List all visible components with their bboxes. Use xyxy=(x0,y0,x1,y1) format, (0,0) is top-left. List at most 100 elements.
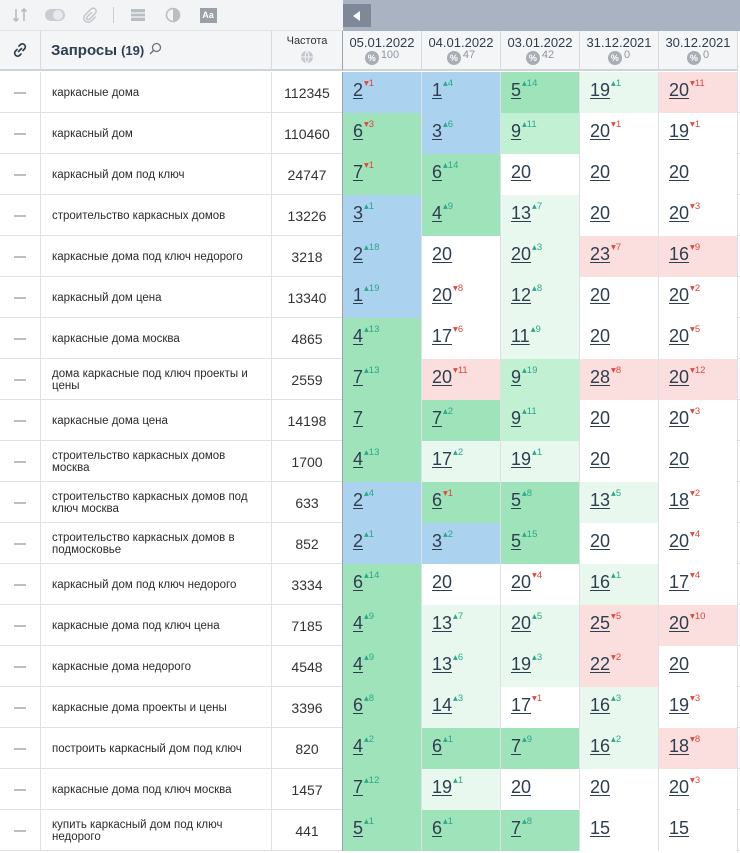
position-value[interactable]: 20 xyxy=(511,244,532,264)
position-value[interactable]: 7 xyxy=(353,162,364,182)
grid-icon[interactable] xyxy=(126,3,150,27)
query-cell[interactable]: построить каркасный дом под ключ xyxy=(41,728,272,769)
position-value[interactable]: 20 xyxy=(590,326,611,346)
position-value[interactable]: 4 xyxy=(353,736,364,756)
position-value[interactable]: 7 xyxy=(353,777,364,797)
position-value[interactable]: 3 xyxy=(353,203,364,223)
row-link-toggle[interactable] xyxy=(0,605,41,646)
query-cell[interactable]: каркасные дома под ключ цена xyxy=(41,605,272,646)
position-value[interactable]: 7 xyxy=(353,367,364,387)
query-cell[interactable]: каркасные дома под ключ москва xyxy=(41,769,272,810)
position-value[interactable]: 3 xyxy=(432,121,443,141)
position-value[interactable]: 7 xyxy=(353,408,364,428)
position-value[interactable]: 20 xyxy=(590,408,611,428)
query-cell[interactable]: каркасный дом под ключ недорого xyxy=(41,564,272,605)
query-cell[interactable]: строительство каркасных домов xyxy=(41,195,272,236)
row-link-toggle[interactable] xyxy=(0,400,41,441)
position-value[interactable]: 20 xyxy=(669,531,690,551)
position-value[interactable]: 20 xyxy=(669,285,690,305)
row-link-toggle[interactable] xyxy=(0,359,41,400)
row-link-toggle[interactable] xyxy=(0,482,41,523)
position-value[interactable]: 4 xyxy=(432,203,443,223)
position-value[interactable]: 20 xyxy=(590,531,611,551)
row-link-toggle[interactable] xyxy=(0,769,41,810)
position-value[interactable]: 5 xyxy=(353,818,364,838)
position-value[interactable]: 13 xyxy=(511,203,532,223)
position-value[interactable]: 13 xyxy=(432,613,453,633)
position-value[interactable]: 7 xyxy=(511,818,522,838)
position-value[interactable]: 16 xyxy=(590,695,611,715)
toggle-icon[interactable] xyxy=(43,3,67,27)
position-value[interactable]: 25 xyxy=(590,613,611,633)
position-value[interactable]: 4 xyxy=(353,654,364,674)
row-link-toggle[interactable] xyxy=(0,72,41,113)
position-value[interactable]: 19 xyxy=(511,654,532,674)
position-value[interactable]: 6 xyxy=(432,162,443,182)
query-cell[interactable]: дома каркасные под ключ проекты и цены xyxy=(41,359,272,400)
query-cell[interactable]: каркасный дом цена xyxy=(41,277,272,318)
position-value[interactable]: 19 xyxy=(669,695,690,715)
position-value[interactable]: 28 xyxy=(590,367,611,387)
date-column-header[interactable]: 05.01.2022% 100 xyxy=(343,31,422,71)
position-value[interactable]: 2 xyxy=(353,531,364,551)
position-value[interactable]: 6 xyxy=(432,818,443,838)
position-value[interactable]: 20 xyxy=(590,121,611,141)
contrast-icon[interactable] xyxy=(161,3,185,27)
query-cell[interactable]: каркасный дом xyxy=(41,113,272,154)
position-value[interactable]: 17 xyxy=(432,449,453,469)
row-link-toggle[interactable] xyxy=(0,154,41,195)
position-value[interactable]: 20 xyxy=(669,449,690,469)
position-value[interactable]: 20 xyxy=(669,408,690,428)
position-value[interactable]: 15 xyxy=(590,818,611,838)
date-column-header[interactable]: 03.01.2022% 42 xyxy=(501,31,580,71)
position-value[interactable]: 20 xyxy=(669,777,690,797)
position-value[interactable]: 1 xyxy=(353,285,364,305)
row-link-toggle[interactable] xyxy=(0,236,41,277)
sort-icon[interactable] xyxy=(8,3,32,27)
position-value[interactable]: 20 xyxy=(669,80,690,100)
position-value[interactable]: 17 xyxy=(432,326,453,346)
position-value[interactable]: 2 xyxy=(353,244,364,264)
position-value[interactable]: 20 xyxy=(590,449,611,469)
row-link-toggle[interactable] xyxy=(0,728,41,769)
position-value[interactable]: 20 xyxy=(432,244,453,264)
position-value[interactable]: 14 xyxy=(432,695,453,715)
position-value[interactable]: 9 xyxy=(511,121,522,141)
position-value[interactable]: 6 xyxy=(353,121,364,141)
position-value[interactable]: 2 xyxy=(353,490,364,510)
query-cell[interactable]: каркасные дома проекты и цены xyxy=(41,687,272,728)
queries-column-header[interactable]: Запросы (19) xyxy=(41,31,272,71)
position-value[interactable]: 5 xyxy=(511,80,522,100)
position-value[interactable]: 19 xyxy=(669,121,690,141)
date-column-header[interactable]: 31.12.2021% 0 xyxy=(580,31,659,71)
position-value[interactable]: 16 xyxy=(590,572,611,592)
position-value[interactable]: 20 xyxy=(669,654,690,674)
position-value[interactable]: 20 xyxy=(669,326,690,346)
query-cell[interactable]: каркасный дом под ключ xyxy=(41,154,272,195)
position-value[interactable]: 18 xyxy=(669,736,690,756)
query-cell[interactable]: строительство каркасных домов москва xyxy=(41,441,272,482)
position-value[interactable]: 4 xyxy=(353,449,364,469)
position-value[interactable]: 13 xyxy=(590,490,611,510)
query-cell[interactable]: строительство каркасных домов под ключ м… xyxy=(41,482,272,523)
query-cell[interactable]: купить каркасный дом под ключ недорого xyxy=(41,810,272,851)
position-value[interactable]: 20 xyxy=(511,777,532,797)
row-link-toggle[interactable] xyxy=(0,810,41,851)
position-value[interactable]: 18 xyxy=(669,490,690,510)
date-column-header[interactable]: 30.12.2021% 0 xyxy=(659,31,738,71)
row-link-toggle[interactable] xyxy=(0,564,41,605)
position-value[interactable]: 5 xyxy=(511,531,522,551)
font-size-icon[interactable]: Aa xyxy=(196,3,220,27)
row-link-toggle[interactable] xyxy=(0,113,41,154)
position-value[interactable]: 20 xyxy=(669,162,690,182)
search-icon[interactable] xyxy=(149,42,162,55)
position-value[interactable]: 17 xyxy=(511,695,532,715)
query-cell[interactable]: каркасные дома под ключ недорого xyxy=(41,236,272,277)
position-value[interactable]: 2 xyxy=(353,80,364,100)
position-value[interactable]: 13 xyxy=(432,654,453,674)
row-link-toggle[interactable] xyxy=(0,687,41,728)
position-value[interactable]: 15 xyxy=(669,818,690,838)
position-value[interactable]: 6 xyxy=(432,490,443,510)
position-value[interactable]: 7 xyxy=(432,408,443,428)
position-value[interactable]: 20 xyxy=(590,777,611,797)
